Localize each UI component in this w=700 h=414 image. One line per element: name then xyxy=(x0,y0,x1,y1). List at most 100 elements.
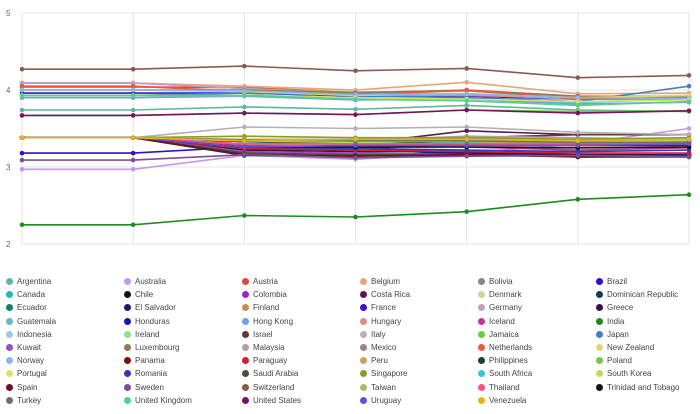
data-point-argentina[interactable] xyxy=(130,107,136,113)
data-point-sweden[interactable] xyxy=(353,155,358,161)
data-point-united-kingdom[interactable] xyxy=(575,103,581,108)
legend-item-indonesia[interactable]: Indonesia xyxy=(6,328,124,341)
data-point-uruguay[interactable] xyxy=(575,143,581,148)
data-point-sweden[interactable] xyxy=(130,157,136,163)
data-point-united-states[interactable] xyxy=(130,113,136,118)
data-point-venezuela[interactable] xyxy=(19,135,25,141)
legend-item-taiwan[interactable]: Taiwan xyxy=(360,381,478,394)
data-point-argentina[interactable] xyxy=(464,103,469,108)
legend-item-spain[interactable]: Spain xyxy=(6,381,124,394)
data-point-switzerland[interactable] xyxy=(353,68,358,74)
data-point-united-kingdom[interactable] xyxy=(464,98,469,104)
legend-item-philippines[interactable]: Philippines xyxy=(478,354,596,367)
data-point-switzerland[interactable] xyxy=(464,66,469,71)
data-point-norway[interactable] xyxy=(575,95,581,100)
legend-item-chile[interactable]: Chile xyxy=(124,288,242,301)
legend-item-netherlands[interactable]: Netherlands xyxy=(478,341,596,354)
legend-item-denmark[interactable]: Denmark xyxy=(478,288,596,301)
legend-item-honduras[interactable]: Honduras xyxy=(124,315,242,328)
legend-item-costa-rica[interactable]: Costa Rica xyxy=(360,288,478,301)
data-point-united-states[interactable] xyxy=(686,108,692,114)
data-point-netherlands[interactable] xyxy=(130,83,136,89)
data-point-united-states[interactable] xyxy=(242,110,247,116)
legend-item-panama[interactable]: Panama xyxy=(124,354,242,367)
data-point-united-states[interactable] xyxy=(464,107,469,113)
data-point-switzerland[interactable] xyxy=(575,75,581,80)
data-point-sweden[interactable] xyxy=(464,153,469,159)
data-point-india[interactable] xyxy=(575,197,581,202)
legend-item-hungary[interactable]: Hungary xyxy=(360,315,478,328)
data-point-venezuela[interactable] xyxy=(575,138,581,144)
data-point-united-kingdom[interactable] xyxy=(130,93,136,98)
legend-item-bolivia[interactable]: Bolivia xyxy=(478,275,596,288)
data-point-sweden[interactable] xyxy=(575,153,581,158)
legend-item-japan[interactable]: Japan xyxy=(596,328,700,341)
legend-item-italy[interactable]: Italy xyxy=(360,328,478,341)
data-point-venezuela[interactable] xyxy=(353,136,358,142)
data-point-australia[interactable] xyxy=(19,167,25,172)
data-point-switzerland[interactable] xyxy=(19,66,25,72)
legend-item-france[interactable]: France xyxy=(360,301,478,314)
legend-item-sweden[interactable]: Sweden xyxy=(124,381,242,394)
legend-item-greece[interactable]: Greece xyxy=(596,301,700,314)
data-point-romania[interactable] xyxy=(575,149,581,154)
data-point-uruguay[interactable] xyxy=(353,143,358,148)
data-point-australia[interactable] xyxy=(686,126,692,131)
legend-item-thailand[interactable]: Thailand xyxy=(478,381,596,394)
legend-item-india[interactable]: India xyxy=(596,315,700,328)
data-point-switzerland[interactable] xyxy=(686,73,692,78)
legend-item-uruguay[interactable]: Uruguay xyxy=(360,394,478,407)
legend-item-el-salvador[interactable]: El Salvador xyxy=(124,301,242,314)
data-point-brazil[interactable] xyxy=(130,150,136,156)
data-point-india[interactable] xyxy=(464,209,469,214)
legend-item-canada[interactable]: Canada xyxy=(6,288,124,301)
data-point-costa-rica[interactable] xyxy=(464,128,469,134)
data-point-united-kingdom[interactable] xyxy=(686,99,692,104)
data-point-italy[interactable] xyxy=(575,130,581,135)
data-point-italy[interactable] xyxy=(242,124,247,130)
legend-item-mexico[interactable]: Mexico xyxy=(360,341,478,354)
legend-item-hong-kong[interactable]: Hong Kong xyxy=(242,315,360,328)
legend-item-argentina[interactable]: Argentina xyxy=(6,275,124,288)
legend-item-guatemala[interactable]: Guatemala xyxy=(6,315,124,328)
data-point-belgium[interactable] xyxy=(464,80,469,85)
data-point-portugal[interactable] xyxy=(575,99,581,104)
data-point-norway[interactable] xyxy=(242,88,247,94)
legend-item-switzerland[interactable]: Switzerland xyxy=(242,381,360,394)
legend-item-venezuela[interactable]: Venezuela xyxy=(478,394,596,407)
data-point-united-kingdom[interactable] xyxy=(242,93,247,98)
data-point-venezuela[interactable] xyxy=(686,136,692,142)
data-point-australia[interactable] xyxy=(130,167,136,172)
data-point-india[interactable] xyxy=(19,222,25,228)
legend-item-poland[interactable]: Poland xyxy=(596,354,700,367)
data-point-norway[interactable] xyxy=(464,91,469,97)
legend-item-australia[interactable]: Australia xyxy=(124,275,242,288)
legend-item-paraguay[interactable]: Paraguay xyxy=(242,354,360,367)
legend-item-malaysia[interactable]: Malaysia xyxy=(242,341,360,354)
legend-item-norway[interactable]: Norway xyxy=(6,354,124,367)
data-point-italy[interactable] xyxy=(353,126,358,131)
data-point-united-states[interactable] xyxy=(575,110,581,116)
legend-item-united-states[interactable]: United States xyxy=(242,394,360,407)
data-point-india[interactable] xyxy=(686,192,692,198)
data-point-norway[interactable] xyxy=(19,87,25,93)
legend-item-dominican-republic[interactable]: Dominican Republic xyxy=(596,288,700,301)
data-point-argentina[interactable] xyxy=(19,107,25,113)
data-point-india[interactable] xyxy=(353,214,358,220)
data-point-venezuela[interactable] xyxy=(242,138,247,144)
legend-item-luxembourg[interactable]: Luxembourg xyxy=(124,341,242,354)
data-point-switzerland[interactable] xyxy=(130,66,136,72)
data-point-venezuela[interactable] xyxy=(464,136,469,142)
data-point-venezuela[interactable] xyxy=(130,135,136,141)
data-point-argentina[interactable] xyxy=(242,104,247,110)
data-point-united-states[interactable] xyxy=(19,113,25,118)
legend-item-trinidad-and-tobago[interactable]: Trinidad and Tobago xyxy=(596,381,700,394)
data-point-sweden[interactable] xyxy=(686,154,692,160)
legend-item-south-korea[interactable]: South Korea xyxy=(596,367,700,380)
data-point-uruguay[interactable] xyxy=(242,144,247,150)
data-point-norway[interactable] xyxy=(130,87,136,93)
legend-item-israel[interactable]: Israel xyxy=(242,328,360,341)
data-point-united-kingdom[interactable] xyxy=(353,96,358,102)
legend-item-colombia[interactable]: Colombia xyxy=(242,288,360,301)
data-point-uruguay[interactable] xyxy=(464,143,469,148)
